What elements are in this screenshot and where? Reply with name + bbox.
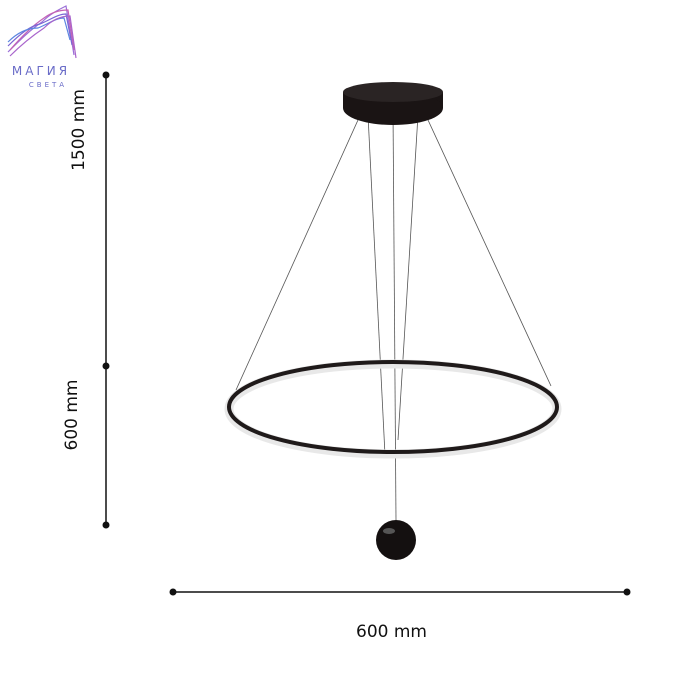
pendant-ball xyxy=(376,520,416,560)
led-ring xyxy=(224,359,562,459)
total-height-label: 1500 mm xyxy=(69,89,89,171)
dimension-dot xyxy=(102,362,110,370)
dimension-dot xyxy=(102,521,110,529)
logo-text-main: МАГИЯ xyxy=(11,64,71,78)
logo-text-sub: СВЕТА xyxy=(28,81,68,89)
dimension-dot xyxy=(623,588,631,596)
logo-wave-icon xyxy=(7,5,77,59)
ring-drop-label: 600 mm xyxy=(62,379,82,451)
diameter-label: 600 mm xyxy=(356,622,427,642)
dimension-dot xyxy=(169,588,177,596)
suspension-wires xyxy=(235,109,552,521)
ceiling-canopy xyxy=(343,82,443,125)
dimension-dot xyxy=(102,71,110,79)
